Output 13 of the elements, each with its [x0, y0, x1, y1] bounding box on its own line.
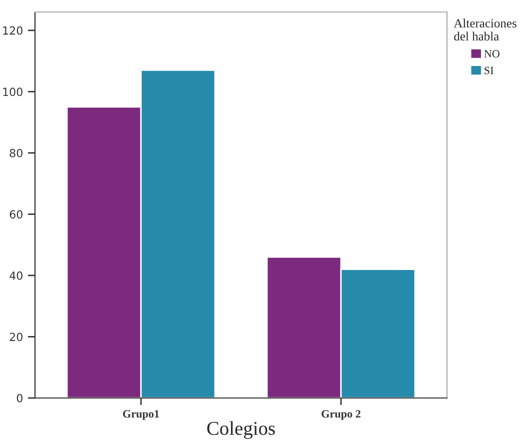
legend-label: NO [484, 50, 500, 58]
y-tick-label: 40 [10, 271, 22, 280]
x-tick-label: Grupo1 [123, 410, 159, 420]
y-tick-label: 60 [10, 210, 22, 219]
legend-label: SI [484, 66, 494, 74]
x-tick-label: Grupo 2 [322, 410, 360, 420]
y-tick-label: 120 [3, 26, 22, 35]
y-tick-label: 20 [10, 332, 22, 342]
y-tick-label: 0 [16, 394, 22, 402]
x-axis-title: Colegios [207, 421, 275, 439]
y-tick-label: 100 [3, 88, 22, 96]
y-tick-label: 80 [10, 148, 22, 158]
legend-title: Alteraciones del habla [454, 18, 516, 41]
